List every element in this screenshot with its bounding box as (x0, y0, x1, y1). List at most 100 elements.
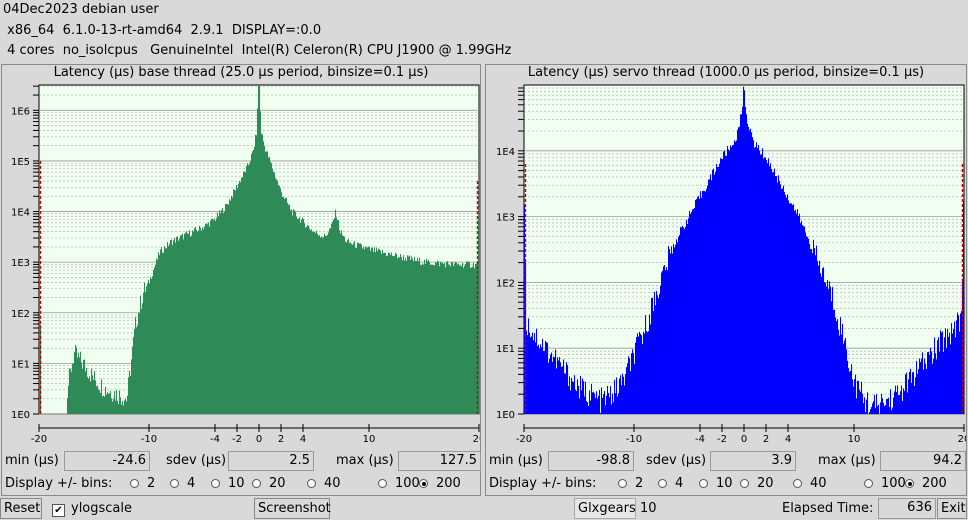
histogram-bar (550, 354, 552, 414)
base-max-value: 127.5 (398, 451, 481, 471)
histogram-bar (548, 363, 550, 414)
histogram-bar (462, 262, 464, 414)
histogram-bar (435, 261, 437, 414)
histogram-bar (662, 270, 664, 414)
servo-bins-radio-200[interactable]: 200 (905, 476, 947, 491)
base-bins-radio-10[interactable]: 10 (211, 476, 245, 491)
servo-bins-radio-20[interactable]: 20 (740, 476, 774, 491)
histogram-bar (916, 361, 918, 414)
histogram-bar (673, 243, 675, 414)
histogram-bar (736, 140, 738, 414)
base-bins-radio-20[interactable]: 20 (252, 476, 286, 491)
base-bins-radio-4[interactable]: 4 (170, 476, 195, 491)
histogram-bar (200, 227, 202, 414)
histogram-bar (928, 351, 930, 414)
histogram-bar (723, 151, 725, 414)
histogram-bar (90, 381, 92, 414)
histogram-bar (617, 396, 619, 414)
histogram-bar (474, 268, 476, 414)
histogram-bar (565, 373, 567, 414)
servo-bins-radio-10[interactable]: 10 (699, 476, 733, 491)
histogram-bar (303, 218, 305, 414)
servo-bins-radio-40[interactable]: 40 (793, 476, 827, 491)
histogram-bar (836, 321, 838, 414)
histogram-bar (212, 218, 214, 414)
base-bins-radio-40[interactable]: 40 (307, 476, 341, 491)
histogram-bar (726, 155, 728, 414)
histogram-bar (86, 367, 88, 414)
histogram-bar (283, 197, 285, 414)
histogram-bar (406, 260, 408, 414)
histogram-bar (684, 229, 686, 414)
histogram-bar (346, 242, 348, 414)
servo-bins-radio-100[interactable]: 100 (864, 476, 906, 491)
servo-bins-radio-4[interactable]: 4 (658, 476, 683, 491)
histogram-bar (851, 364, 853, 414)
histogram-bar (634, 363, 636, 414)
base-bins-radio-100[interactable]: 100 (378, 476, 420, 491)
histogram-bar (568, 386, 570, 414)
screenshot-button[interactable]: Screenshot (254, 498, 331, 519)
glxgears-button[interactable]: Glxgears (574, 498, 636, 519)
base-bins-radio-label: 20 (269, 476, 286, 491)
histogram-bar (113, 398, 115, 414)
base-bins-radio-label: 4 (187, 476, 196, 491)
histogram-bar (428, 260, 430, 414)
histogram-bar (226, 203, 228, 414)
histogram-bar (211, 218, 213, 414)
ylogscale-checkbox[interactable]: ✔ ylogscale (52, 501, 132, 517)
base-bins-radio-200[interactable]: 200 (419, 476, 461, 491)
histogram-bar (820, 273, 822, 414)
histogram-bar (724, 150, 726, 414)
histogram-bar (858, 380, 860, 414)
histogram-bar (619, 378, 621, 414)
histogram-bar (676, 239, 678, 414)
histogram-bar (258, 85, 260, 414)
histogram-bar (956, 320, 958, 414)
histogram-bar (744, 90, 746, 415)
histogram-bar (674, 247, 676, 414)
histogram-bar (837, 319, 839, 414)
servo-bins-radio-label: 2 (635, 476, 644, 491)
histogram-bar (167, 241, 169, 414)
histogram-bar (151, 278, 153, 414)
histogram-bar (575, 389, 577, 414)
histogram-bar (668, 245, 670, 414)
histogram-bar (775, 176, 777, 414)
histogram-bar (67, 397, 69, 414)
histogram-bar (680, 227, 682, 414)
histogram-bar (404, 260, 406, 414)
histogram-bar (735, 141, 737, 414)
histogram-bar (939, 351, 941, 414)
histogram-bar (77, 357, 79, 414)
histogram-bar (207, 224, 209, 414)
histogram-bar (531, 336, 533, 414)
histogram-bar (690, 213, 692, 414)
histogram-bar (381, 253, 383, 414)
histogram-bar (121, 404, 123, 414)
histogram-bar (696, 199, 698, 414)
histogram-bar (218, 216, 220, 414)
servo-bins-radio-2[interactable]: 2 (618, 476, 643, 491)
histogram-bar (638, 336, 640, 414)
histogram-bar (757, 147, 759, 414)
base-bins-radio-2[interactable]: 2 (130, 476, 155, 491)
histogram-bar (282, 196, 284, 414)
histogram-bar (261, 133, 263, 414)
histogram-bar (423, 264, 425, 414)
histogram-bar (950, 344, 952, 414)
reset-button[interactable]: Reset (0, 498, 42, 519)
histogram-bar (871, 407, 873, 414)
base-thread-panel: Latency (µs) base thread (25.0 µs period… (1, 64, 481, 496)
histogram-bar (715, 171, 717, 414)
histogram-bar (134, 329, 136, 414)
exit-button[interactable]: Exit (937, 498, 967, 519)
histogram-bar (243, 171, 245, 414)
x-tick-label: -10 (141, 434, 157, 445)
histogram-bar (148, 279, 150, 414)
histogram-bar (150, 277, 152, 414)
histogram-bar (127, 395, 129, 414)
histogram-bar (288, 204, 290, 414)
histogram-bar (391, 252, 393, 414)
